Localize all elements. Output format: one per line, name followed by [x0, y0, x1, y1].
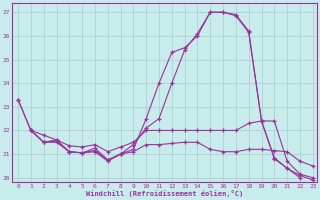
X-axis label: Windchill (Refroidissement éolien,°C): Windchill (Refroidissement éolien,°C) [85, 190, 243, 197]
